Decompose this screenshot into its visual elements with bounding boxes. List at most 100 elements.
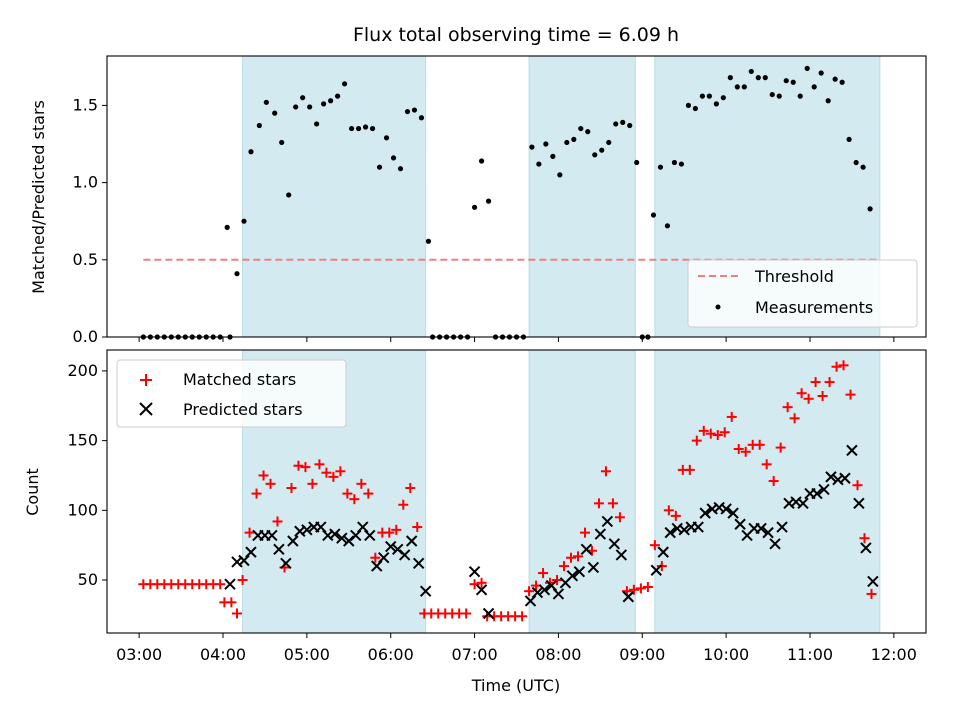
predicted-star-point [336,532,348,544]
predicted-star-point [378,552,390,564]
predicted-star-point [797,497,809,510]
predicted-star-point [825,471,837,483]
measurement-point [832,76,838,82]
measurement-point [671,159,678,166]
matched-legend-label: Matched stars [183,370,296,389]
measurement-point [376,164,383,170]
predicted-star-point [224,578,236,590]
matched-star-point [215,579,226,590]
predicted-star-point [482,607,495,620]
matched-star-point [726,411,737,422]
matched-star-point [356,478,367,489]
predicted-star-point [273,543,285,556]
measurement-point [286,192,292,198]
predicted-star-point [776,521,788,533]
predicted-star-point [734,518,746,530]
predicted-star-point [287,535,299,547]
measurement-point [321,101,327,107]
matched-star-point [642,581,653,592]
top-legend: Threshold Measurements [687,259,918,328]
predicted-star-point [364,529,376,542]
top-y-tick-label: 0.5 [73,250,98,269]
matched-star-point [789,413,800,424]
bottom-y-tick-label: 150 [67,431,98,450]
measurement-point [846,136,852,142]
predicted-star-point [720,503,732,515]
matched-star-point [405,483,416,494]
measurement-point [341,81,348,87]
predicted-star-point [398,549,411,561]
predicted-star-point [622,591,635,603]
bottom-y-tick-label: 200 [67,361,98,380]
measurement-point [485,198,492,204]
matched-star-point [810,377,821,388]
measurement-point [390,155,397,161]
predicted-star-point [475,584,488,596]
matched-star-point [803,393,814,404]
measurement-point [769,91,775,98]
measurement-point [650,212,657,218]
measurement-point [860,164,866,170]
x-tick-label: 09:00 [619,645,665,664]
measurement-point [825,98,831,104]
measurement-point [355,125,362,132]
measurement-point [418,115,425,121]
measurement-point [564,139,570,146]
measurement-point [867,206,873,212]
top-y-tick-label: 0.0 [73,327,98,346]
measurement-point [536,161,542,167]
predicted-star-point [468,565,481,578]
predicted-star-point [860,542,872,554]
matched-star-point [391,524,402,535]
measurement-point [606,139,612,146]
matched-star-point [370,552,381,563]
predicted-star-point [699,507,711,519]
measurement-point [713,101,719,107]
matched-star-point [300,462,311,473]
measurement-point [755,75,761,81]
measurement-point [293,104,299,110]
measurement-point [397,166,404,172]
matched-star-point [691,435,702,446]
measurement-point [263,99,269,105]
matched-star-point [775,442,786,453]
bottom-legend: Matched stars Predicted stars [116,359,347,428]
measurement-point [741,84,747,90]
measurement-point [797,93,803,99]
x-tick-label: 12:00 [871,645,917,664]
matched-star-point [251,488,262,499]
predicted-star-point [329,528,341,540]
matched-star-point [859,533,870,544]
measurement-point [411,107,418,113]
measurement-point [256,122,262,129]
top-shaded-interval-1 [528,55,636,338]
matched-star-point [517,611,528,622]
predicted-star-point [839,472,851,484]
matched-star-point [307,478,318,489]
matched-star-point [469,579,480,590]
top-shaded-interval-0 [242,55,427,338]
bottom-y-axis-label: Count [23,468,42,516]
matched-star-point [412,522,423,533]
measurement-point [571,136,577,142]
top-y-tick-label: 1.5 [73,95,98,114]
matched-star-point [566,552,577,563]
x-tick-label: 11:00 [787,645,833,664]
measurement-point [557,172,563,178]
matched-star-point [838,360,849,371]
matched-star-point [384,527,395,538]
measurement-point [783,78,789,84]
predicted-star-point [769,538,781,550]
measurement-point [811,84,817,90]
matched-star-point [293,460,304,471]
predicted-star-point [280,557,292,570]
x-tick-label: 06:00 [368,645,414,664]
x-tick-label: 04:00 [200,645,246,664]
predicted-star-point [650,564,662,576]
matched-star-point [476,577,487,588]
predicted-star-point [601,515,614,528]
measurement-point [362,124,369,130]
x-tick-label: 08:00 [535,645,581,664]
matched-star-point [244,527,255,538]
